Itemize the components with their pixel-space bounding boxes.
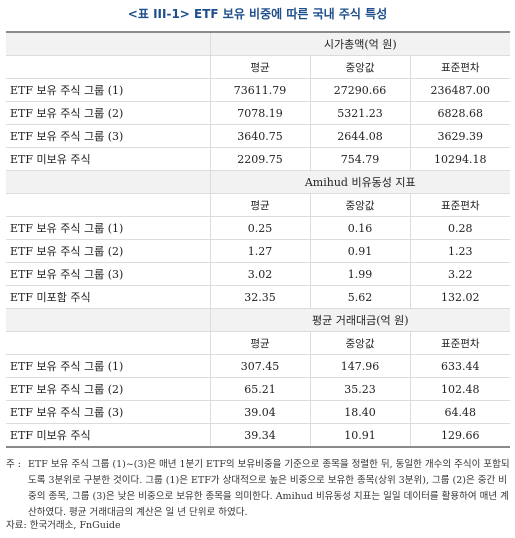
value-cell: 2644.08 <box>309 124 410 148</box>
etf-characteristics-table: 시가총액(억 원) 평균 중앙값 표준편차 ETF 보유 주식 그룹 (1) 73611.… <box>6 31 511 448</box>
value-cell: 132.02 <box>409 285 511 309</box>
blank-cell <box>6 31 210 56</box>
blank-cell <box>6 331 210 355</box>
table-row: ETF 미보유 주식 39.34 10.91 129.66 <box>6 423 511 448</box>
value-cell: 754.79 <box>309 147 410 171</box>
row-label: ETF 보유 주식 그룹 (3) <box>6 124 210 148</box>
row-label: ETF 보유 주식 그룹 (1) <box>6 354 210 378</box>
row-label: ETF 미보유 주식 <box>6 147 210 171</box>
table-row: ETF 보유 주식 그룹 (3) 39.04 18.40 64.48 <box>6 400 511 424</box>
value-cell: 27290.66 <box>309 78 410 102</box>
value-cell: 147.96 <box>309 354 410 378</box>
blank-cell <box>6 308 210 332</box>
value-cell: 0.91 <box>309 239 410 263</box>
blank-cell <box>6 170 210 194</box>
value-cell: 3629.39 <box>409 124 511 148</box>
section-header-row: 평균 거래대금(억 원) <box>6 308 511 332</box>
column-header: 평균 <box>209 331 310 355</box>
column-header: 평균 <box>209 193 310 217</box>
value-cell: 102.48 <box>409 377 511 401</box>
value-cell: 633.44 <box>409 354 511 378</box>
value-cell: 307.45 <box>209 354 310 378</box>
row-label: ETF 미보유 주식 <box>6 423 210 448</box>
table-note: 주 : ETF 보유 주식 그룹 (1)~(3)은 매년 1분기 ETF의 보유… <box>6 457 510 521</box>
value-cell: 3.02 <box>209 262 310 286</box>
value-cell: 1.23 <box>409 239 511 263</box>
table-row: ETF 보유 주식 그룹 (2) 7078.19 5321.23 6828.68 <box>6 101 511 125</box>
table-row: ETF 보유 주식 그룹 (2) 1.27 0.91 1.23 <box>6 239 511 263</box>
value-cell: 6828.68 <box>409 101 511 125</box>
column-header: 표준편차 <box>409 331 511 355</box>
column-header-row: 평균 중앙값 표준편차 <box>6 331 511 355</box>
value-cell: 236487.00 <box>409 78 511 102</box>
value-cell: 3.22 <box>409 262 511 286</box>
column-header-row: 평균 중앙값 표준편차 <box>6 193 511 217</box>
column-header: 중앙값 <box>309 55 410 79</box>
value-cell: 1.99 <box>309 262 410 286</box>
table-row: ETF 미포함 주식 32.35 5.62 132.02 <box>6 285 511 309</box>
value-cell: 7078.19 <box>209 101 310 125</box>
section-header: Amihud 비유동성 지표 <box>209 170 511 194</box>
row-label: ETF 보유 주식 그룹 (2) <box>6 101 210 125</box>
row-label: ETF 보유 주식 그룹 (3) <box>6 400 210 424</box>
value-cell: 129.66 <box>409 423 511 448</box>
section-header: 시가총액(억 원) <box>209 31 511 56</box>
value-cell: 3640.75 <box>209 124 310 148</box>
value-cell: 32.35 <box>209 285 310 309</box>
table-row: ETF 보유 주식 그룹 (1) 0.25 0.16 0.28 <box>6 216 511 240</box>
value-cell: 0.28 <box>409 216 511 240</box>
section-header-row: 시가총액(억 원) <box>6 31 511 56</box>
source-text: 자료: 한국거래소, FnGuide <box>6 520 121 531</box>
blank-cell <box>6 193 210 217</box>
column-header: 평균 <box>209 55 310 79</box>
table-row: ETF 보유 주식 그룹 (2) 65.21 35.23 102.48 <box>6 377 511 401</box>
value-cell: 65.21 <box>209 377 310 401</box>
value-cell: 0.16 <box>309 216 410 240</box>
value-cell: 73611.79 <box>209 78 310 102</box>
value-cell: 5321.23 <box>309 101 410 125</box>
value-cell: 5.62 <box>309 285 410 309</box>
table-row: ETF 보유 주식 그룹 (3) 3.02 1.99 3.22 <box>6 262 511 286</box>
row-label: ETF 보유 주식 그룹 (1) <box>6 216 210 240</box>
table-row: ETF 보유 주식 그룹 (1) 73611.79 27290.66 236487.0… <box>6 78 511 102</box>
table-row: ETF 보유 주식 그룹 (3) 3640.75 2644.08 3629.39 <box>6 124 511 148</box>
column-header: 중앙값 <box>309 193 410 217</box>
column-header: 중앙값 <box>309 331 410 355</box>
column-header-row: 평균 중앙값 표준편차 <box>6 55 511 79</box>
value-cell: 39.34 <box>209 423 310 448</box>
value-cell: 10.91 <box>309 423 410 448</box>
note-mark: 주 : <box>6 459 21 470</box>
value-cell: 2209.75 <box>209 147 310 171</box>
value-cell: 35.23 <box>309 377 410 401</box>
table-row: ETF 보유 주식 그룹 (1) 307.45 147.96 633.44 <box>6 354 511 378</box>
note-text: ETF 보유 주식 그룹 (1)~(3)은 매년 1분기 ETF의 보유비중을 … <box>28 459 510 518</box>
row-label: ETF 미포함 주식 <box>6 285 210 309</box>
row-label: ETF 보유 주식 그룹 (2) <box>6 377 210 401</box>
row-label: ETF 보유 주식 그룹 (1) <box>6 78 210 102</box>
value-cell: 18.40 <box>309 400 410 424</box>
value-cell: 39.04 <box>209 400 310 424</box>
section-header: 평균 거래대금(억 원) <box>209 308 511 332</box>
column-header: 표준편차 <box>409 55 511 79</box>
value-cell: 64.48 <box>409 400 511 424</box>
value-cell: 1.27 <box>209 239 310 263</box>
blank-cell <box>6 55 210 79</box>
column-header: 표준편차 <box>409 193 511 217</box>
value-cell: 0.25 <box>209 216 310 240</box>
row-label: ETF 보유 주식 그룹 (2) <box>6 239 210 263</box>
table-title: <표 III-1> ETF 보유 비중에 따른 국내 주식 특성 <box>127 7 388 21</box>
value-cell: 10294.18 <box>409 147 511 171</box>
row-label: ETF 보유 주식 그룹 (3) <box>6 262 210 286</box>
section-header-row: Amihud 비유동성 지표 <box>6 170 511 194</box>
table-row: ETF 미보유 주식 2209.75 754.79 10294.18 <box>6 147 511 171</box>
